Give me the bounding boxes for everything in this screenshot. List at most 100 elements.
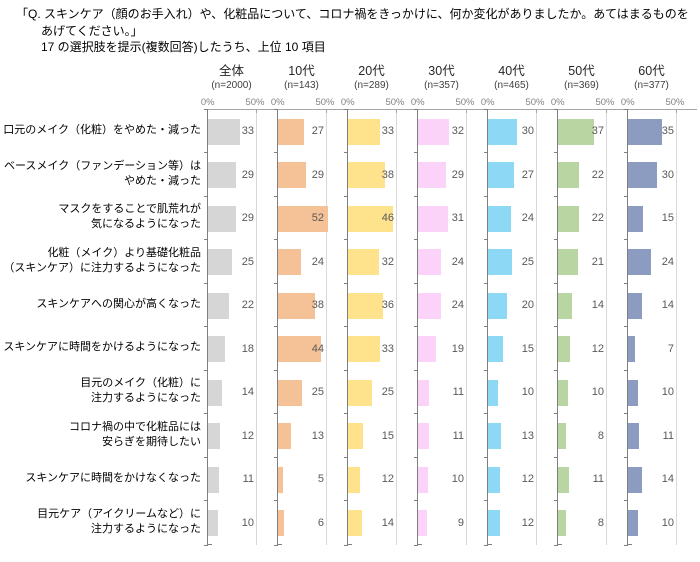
bar-value-label: 33 bbox=[381, 342, 394, 355]
bar-value-label: 38 bbox=[311, 299, 324, 312]
column-n-label: (n=289) bbox=[354, 79, 389, 91]
bar-row: 8 bbox=[554, 500, 627, 546]
bar-value-label: 29 bbox=[241, 168, 254, 181]
category-axis-tick bbox=[624, 195, 628, 197]
category-axis-tick bbox=[344, 239, 348, 241]
bar bbox=[418, 205, 449, 232]
bar-value-label: 27 bbox=[521, 168, 534, 181]
bar-row: 22 bbox=[204, 282, 277, 328]
category-axis-tick bbox=[344, 108, 348, 110]
category-axis-tick bbox=[274, 369, 278, 371]
bar bbox=[418, 379, 429, 406]
header-names-row: 全体 10代 20代 30代 40代 50代 60代 bbox=[2, 63, 697, 79]
bar-row: 24 bbox=[414, 282, 487, 328]
category-axis-tick bbox=[624, 282, 628, 284]
category-axis-tick bbox=[204, 413, 208, 415]
plot-area: 口元のメイク（化粧）をやめた・減った ベースメイク（ファンデーション等）は やめた… bbox=[2, 108, 697, 546]
category-axis-tick bbox=[344, 500, 348, 502]
bar bbox=[348, 379, 373, 406]
bar-value-label: 18 bbox=[241, 342, 254, 355]
bar-value-label: 10 bbox=[241, 516, 254, 529]
category-axis-tick bbox=[484, 544, 488, 546]
bar-row: 11 bbox=[414, 369, 487, 415]
bar-row: 33 bbox=[344, 326, 417, 371]
bar-value-label: 15 bbox=[521, 342, 534, 355]
bar-value-label: 32 bbox=[381, 255, 394, 268]
bar bbox=[558, 336, 570, 363]
bar-value-label: 14 bbox=[381, 516, 394, 529]
bar bbox=[278, 466, 283, 493]
category-axis-tick bbox=[484, 456, 488, 458]
bar-row: 25 bbox=[344, 369, 417, 415]
bar bbox=[488, 118, 518, 145]
chart-title: 「Q. スキンケア（顔のお手入れ）や、化粧品について、コロナ禍をきっかけに、何か… bbox=[16, 7, 689, 38]
gridline-50pct bbox=[676, 109, 677, 545]
bar-value-label: 10 bbox=[591, 386, 604, 399]
category-axis-tick bbox=[344, 326, 348, 328]
chart-subtitle: 17 の選択肢を提示(複数回答)したうち、上位 10 項目 bbox=[41, 40, 326, 55]
axis-label-50: 50% bbox=[595, 96, 615, 108]
category-label: 目元のメイク（化粧）に 注力するようになった bbox=[80, 377, 201, 405]
bar bbox=[488, 510, 500, 537]
category-axis-tick bbox=[274, 108, 278, 110]
category-axis-tick bbox=[344, 413, 348, 415]
column-n-label: (n=357) bbox=[424, 79, 459, 91]
bottom-axis-corner-tick bbox=[488, 543, 492, 545]
category-axis-tick bbox=[274, 152, 278, 154]
category-axis-tick bbox=[484, 369, 488, 371]
bar-value-label: 15 bbox=[381, 429, 394, 442]
category-axis-tick bbox=[624, 152, 628, 154]
bar-value-label: 14 bbox=[661, 299, 674, 312]
gridline-50pct bbox=[466, 109, 467, 545]
gridline-50pct bbox=[606, 109, 607, 545]
bar-value-label: 35 bbox=[661, 125, 674, 138]
category-axis-tick bbox=[274, 282, 278, 284]
bar-row: 32 bbox=[414, 108, 487, 154]
bar-value-label: 33 bbox=[381, 125, 394, 138]
bar-row: 27 bbox=[274, 108, 347, 154]
bar-row: 8 bbox=[554, 413, 627, 458]
bar bbox=[628, 336, 635, 363]
bar bbox=[348, 162, 385, 189]
bar-row: 12 bbox=[484, 456, 557, 502]
bar-row: 9 bbox=[414, 500, 487, 546]
bar-row: 46 bbox=[344, 195, 417, 241]
category-axis-tick bbox=[554, 413, 558, 415]
bar-value-label: 27 bbox=[311, 125, 324, 138]
category-axis-tick bbox=[554, 326, 558, 328]
bar bbox=[628, 249, 652, 276]
category-axis-tick bbox=[414, 152, 418, 154]
bar-value-label: 22 bbox=[241, 299, 254, 312]
category-axis-tick bbox=[554, 239, 558, 241]
column-header: 40代 bbox=[498, 63, 525, 78]
bar-row: 29 bbox=[274, 152, 347, 197]
category-axis-tick bbox=[414, 369, 418, 371]
gridline-50pct bbox=[536, 109, 537, 545]
bar bbox=[628, 292, 642, 319]
bar-row: 32 bbox=[344, 239, 417, 284]
category-axis-tick bbox=[344, 152, 348, 154]
bar-row: 14 bbox=[344, 500, 417, 546]
bar-row: 11 bbox=[414, 413, 487, 458]
bottom-axis-corner-tick bbox=[418, 543, 422, 545]
bar-value-label: 36 bbox=[381, 299, 394, 312]
header-n-row: (n=2000) (n=143) (n=289) (n=357) (n=465) (n=3… bbox=[2, 79, 697, 94]
bar-value-label: 5 bbox=[317, 473, 324, 486]
bar-value-label: 22 bbox=[591, 212, 604, 225]
bar-value-label: 29 bbox=[451, 168, 464, 181]
category-label: コロナ禍の中で化粧品には 安らぎを期待したい bbox=[69, 420, 201, 448]
bar-value-label: 9 bbox=[457, 516, 464, 529]
bottom-axis-corner-tick bbox=[278, 543, 282, 545]
bar-value-label: 25 bbox=[381, 386, 394, 399]
category-axis-tick bbox=[344, 282, 348, 284]
top-axis-tick bbox=[676, 109, 677, 113]
bar-value-label: 7 bbox=[667, 342, 674, 355]
column-header: 50代 bbox=[568, 63, 595, 78]
axis-labels-cell: 0% 50% bbox=[341, 94, 417, 109]
bar-value-label: 46 bbox=[381, 212, 394, 225]
bar-row: 14 bbox=[204, 369, 277, 415]
bar bbox=[208, 379, 222, 406]
bar-value-label: 10 bbox=[521, 386, 534, 399]
bar-value-label: 10 bbox=[661, 386, 674, 399]
bar bbox=[348, 292, 383, 319]
